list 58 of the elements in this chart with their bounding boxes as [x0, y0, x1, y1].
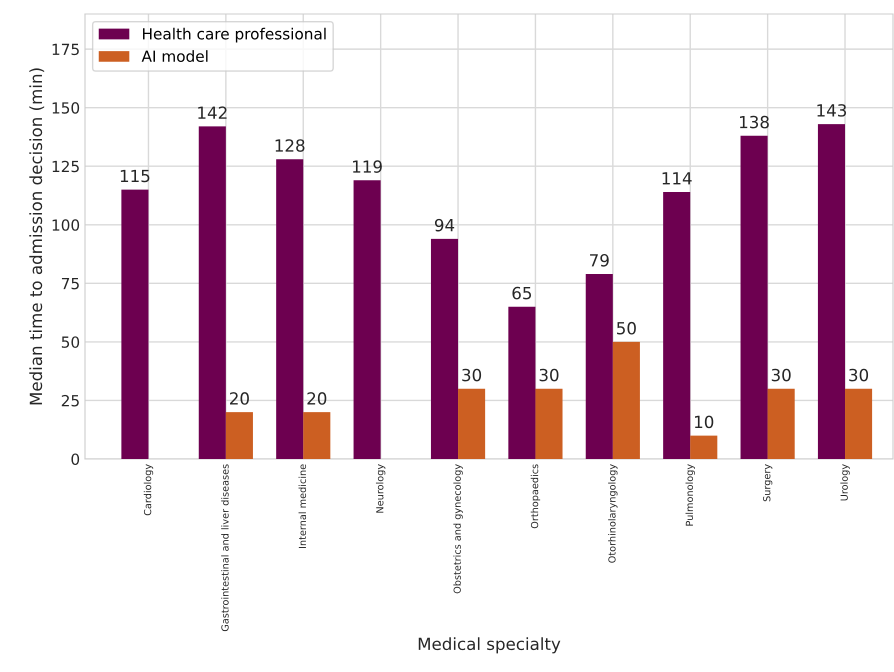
x-tick-label: Pulmonology: [686, 464, 695, 526]
bar: [508, 306, 536, 459]
data-label: 30: [540, 368, 558, 382]
y-tick-label: 25: [62, 394, 79, 406]
x-tick-label: Internal medicine: [298, 464, 306, 548]
bar: [740, 136, 768, 459]
y-tick-label: 100: [52, 219, 80, 231]
bar: [690, 436, 718, 459]
bar: [198, 126, 226, 459]
data-label: 20: [307, 392, 326, 405]
data-label: 128: [276, 139, 304, 152]
data-label: 10: [694, 416, 714, 428]
legend-label: AI model: [142, 50, 208, 62]
legend-label: Health care professional: [143, 28, 326, 43]
y-tick-label: 50: [62, 336, 80, 348]
data-label: 79: [590, 254, 609, 267]
data-label: 30: [462, 368, 482, 382]
x-tick-label: Cardiology: [144, 464, 154, 516]
x-tick-label: Neurology: [376, 464, 386, 513]
bar: [226, 412, 253, 459]
y-axis-title: Median time to admission decision (min): [29, 68, 44, 404]
y-tick-label: 125: [52, 160, 79, 172]
x-axis-title: Medical specialty: [418, 637, 560, 654]
y-tick-label: 0: [71, 453, 80, 466]
data-label: 119: [353, 160, 382, 173]
bar: [586, 274, 613, 459]
y-tick-label: 175: [52, 44, 79, 56]
data-label: 143: [817, 104, 846, 117]
bar: [663, 192, 690, 459]
bar: [121, 190, 148, 459]
x-tick-label: Gastrointestinal and liver diseases: [221, 464, 229, 632]
y-tick-label: 75: [62, 278, 79, 290]
x-tick-label: Urology: [840, 464, 850, 500]
data-label: 142: [198, 106, 227, 119]
x-tick-label: Obstetrics and gynecology: [453, 464, 463, 594]
bar: [354, 180, 381, 459]
data-label: 115: [120, 170, 150, 182]
bar: [845, 388, 872, 459]
data-label: 94: [434, 218, 454, 232]
data-label: 138: [740, 116, 769, 128]
bar: [612, 342, 640, 459]
x-tick-label: Otorhinolaryngology: [608, 464, 618, 563]
bar: [458, 388, 486, 459]
bar: [303, 412, 330, 459]
data-label: 30: [849, 368, 868, 382]
data-label: 114: [662, 172, 692, 184]
data-label: 30: [772, 368, 791, 382]
data-label: 20: [230, 392, 249, 405]
bar: [430, 238, 458, 459]
bar: [768, 388, 795, 459]
bar: [818, 124, 846, 459]
data-label: 50: [617, 322, 636, 334]
bar: [276, 159, 304, 459]
data-label: 65: [512, 286, 532, 300]
y-tick-label: 150: [52, 102, 80, 114]
bar: [535, 388, 563, 459]
x-tick-label: Orthopaedics: [530, 464, 540, 528]
x-tick-label: Surgery: [763, 464, 772, 502]
